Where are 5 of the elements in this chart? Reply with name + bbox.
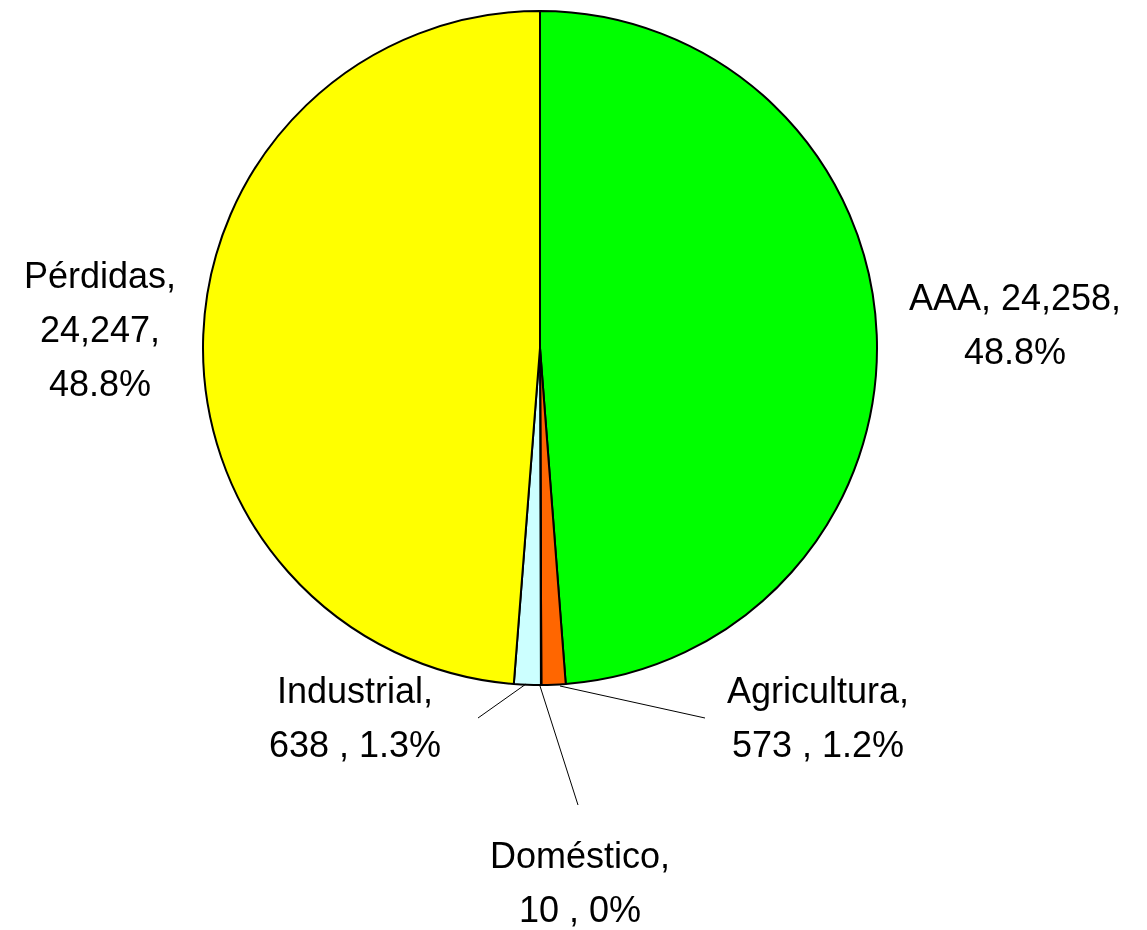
slice-label: Agricultura, 573 , 1.2% — [726, 669, 910, 765]
slice-label: Pérdidas, 24,247, 48.8% — [23, 254, 177, 404]
slice-label: Doméstico, 10 , 0% — [489, 834, 671, 930]
slice-label: AAA, 24,258, 48.8% — [908, 276, 1122, 372]
slice-label: Industrial, 638 , 1.3% — [268, 669, 442, 765]
